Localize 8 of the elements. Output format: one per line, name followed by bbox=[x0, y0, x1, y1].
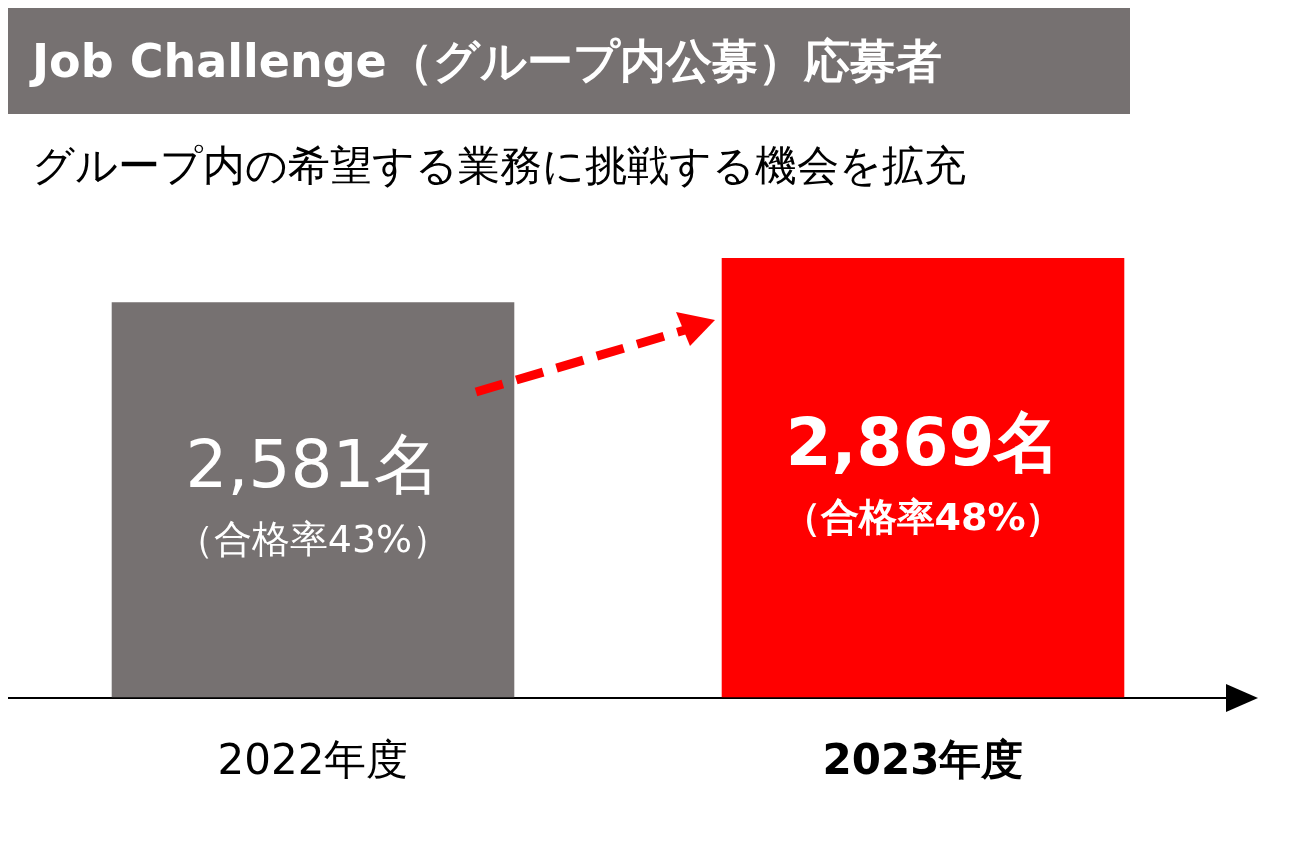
data-label: 2,581名 bbox=[185, 426, 441, 504]
annotation: （合格率43%） bbox=[175, 516, 451, 561]
chart-title: Job Challenge（グループ内公募）応募者 bbox=[8, 8, 1130, 114]
x-tick-label: 2022年度 bbox=[217, 734, 409, 784]
chart-subtitle: グループ内の希望する業務に挑戦する機会を拡充 bbox=[32, 140, 966, 192]
data-label: 2,869名 bbox=[785, 403, 1061, 481]
annotation: （合格率48%） bbox=[782, 494, 1064, 539]
x-tick-label: 2023年度 bbox=[822, 734, 1024, 784]
